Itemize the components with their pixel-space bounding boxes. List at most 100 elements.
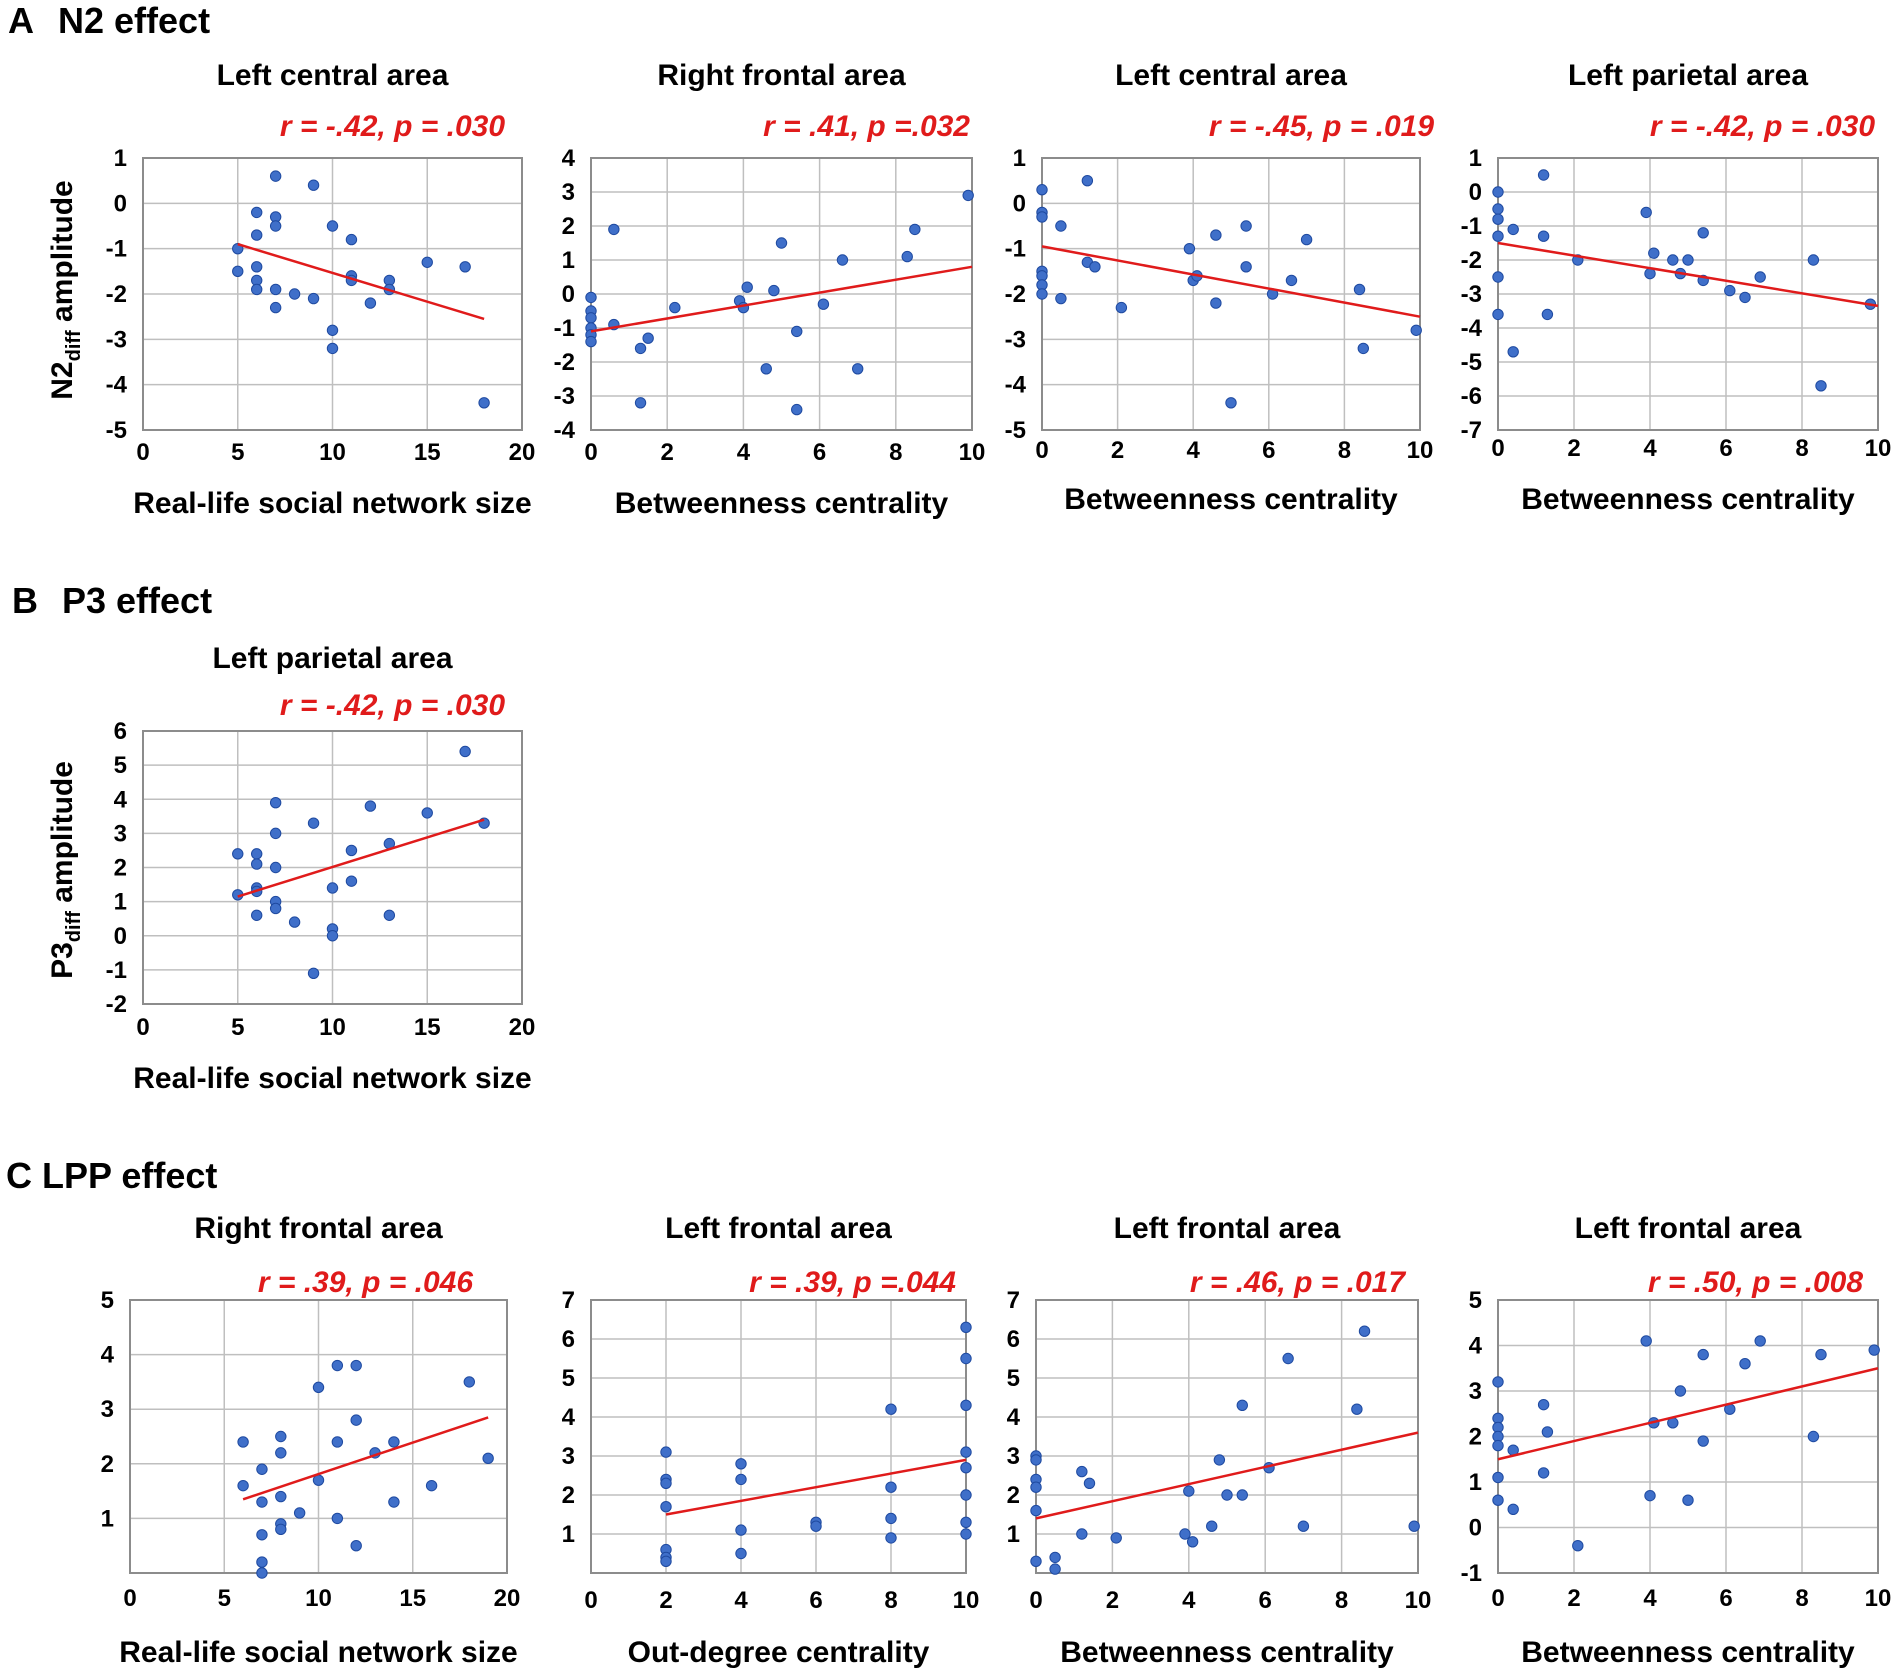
y-tick-label: 3 [562, 179, 575, 206]
data-point [421, 807, 433, 819]
data-point [735, 1473, 747, 1486]
section-a-header: A N2 effect [8, 0, 210, 41]
data-point [459, 261, 471, 273]
x-tick-label: 0 [123, 1585, 136, 1612]
panel-title: Left central area [217, 59, 449, 92]
data-point [232, 848, 244, 860]
data-point [962, 189, 974, 202]
x-tick-label: 8 [1795, 435, 1808, 462]
x-axis-label: Betweenness centrality [1521, 483, 1855, 516]
data-point [269, 220, 282, 232]
section-b-header: B P3 effect [12, 580, 212, 621]
data-point [1492, 230, 1504, 242]
data-point [232, 265, 244, 278]
y-axis-label-n2: N2diff amplitude [46, 180, 85, 399]
y-tick-label: -2 [1005, 281, 1026, 308]
data-point [364, 800, 377, 812]
regression-line [1497, 1367, 1879, 1461]
y-tick-label: 3 [101, 1396, 114, 1423]
data-point [1240, 261, 1252, 273]
x-tick-label: 4 [1643, 1585, 1657, 1612]
data-point [256, 1556, 268, 1568]
y-tick-label: -1 [1005, 236, 1026, 263]
data-point [350, 1359, 362, 1372]
data-point [1492, 203, 1504, 215]
y-tick-label: 1 [1469, 1469, 1482, 1496]
scatter-panel-7: 0 2 4 6 8 10 7 6 5 4 3 2 1 Left frontal area r = .39, … [562, 1212, 980, 1669]
y-tick-label: 1 [114, 145, 127, 172]
x-tick-label: 2 [1567, 1585, 1580, 1612]
data-point [251, 229, 263, 241]
x-tick-label: 8 [884, 1587, 897, 1614]
y-tick-label: 2 [1007, 1482, 1020, 1509]
x-axis-label: Betweenness centrality [1064, 483, 1398, 516]
data-point [1285, 274, 1298, 287]
y-tick-label: -6 [1461, 383, 1482, 410]
y-tick-label: -1 [1461, 1560, 1482, 1587]
data-point [960, 1446, 972, 1458]
y-tick-label: -1 [554, 315, 575, 342]
data-point [312, 1381, 325, 1394]
data-point [1410, 324, 1422, 336]
y-tick-label: 0 [1013, 190, 1026, 217]
y-tick-label: 4 [1469, 1333, 1483, 1360]
data-point [1049, 1563, 1061, 1575]
data-point [1537, 1398, 1550, 1411]
data-point [388, 1436, 400, 1448]
x-tick-label: 6 [1259, 1587, 1272, 1614]
data-point [275, 1523, 287, 1536]
y-tick-label: -7 [1461, 417, 1482, 444]
data-point [1492, 186, 1504, 198]
data-point [1357, 342, 1370, 355]
data-point [1507, 1503, 1519, 1516]
panel-title: Left parietal area [212, 642, 452, 675]
data-point [275, 1430, 287, 1443]
data-point [1030, 1555, 1042, 1568]
data-point [791, 325, 803, 338]
x-tick-label: 6 [1719, 435, 1732, 462]
data-point [909, 223, 921, 236]
data-point [1221, 1489, 1233, 1501]
data-point [1179, 1528, 1191, 1540]
data-point [269, 827, 282, 840]
data-point [1572, 1540, 1584, 1552]
data-point [1186, 1536, 1199, 1548]
y-tick-label: 6 [114, 718, 127, 745]
panel-title: Left central area [1115, 59, 1347, 92]
data-point [1210, 229, 1222, 241]
data-point [960, 1516, 972, 1529]
correlation-stat: r = .46, p = .017 [1190, 1266, 1406, 1299]
y-tick-label: 2 [101, 1451, 114, 1478]
data-point [1674, 1385, 1687, 1397]
data-point [1682, 1494, 1694, 1506]
x-axis-label: Real-life social network size [133, 487, 531, 520]
data-point [768, 284, 780, 297]
data-point [1183, 1485, 1195, 1497]
data-point [1049, 1551, 1061, 1564]
section-c-title: LPP effect [42, 1155, 217, 1196]
panel-title: Right frontal area [194, 1212, 443, 1245]
data-point [1492, 1439, 1504, 1452]
data-point [1754, 271, 1766, 283]
data-point [960, 1528, 972, 1540]
regression-line [590, 265, 973, 333]
data-point [256, 1496, 268, 1508]
x-tick-label: 15 [399, 1585, 426, 1612]
y-tick-label: 1 [1013, 145, 1026, 172]
data-point [1682, 254, 1694, 266]
x-tick-label: 10 [953, 1587, 980, 1614]
x-tick-label: 6 [1719, 1585, 1732, 1612]
data-point [269, 283, 282, 296]
x-tick-label: 5 [231, 439, 244, 466]
data-point [1697, 1348, 1709, 1361]
scatter-panel-6: 0 5 10 15 20 5 4 3 2 1 Right frontal area r = .39, … [101, 1212, 521, 1669]
section-b-letter: B [12, 580, 38, 621]
data-point [1739, 1358, 1751, 1370]
data-point [1353, 283, 1366, 296]
data-point [269, 301, 282, 314]
data-point [1210, 297, 1222, 309]
data-point [1055, 220, 1067, 232]
x-axis-label: Real-life social network size [119, 1636, 517, 1669]
